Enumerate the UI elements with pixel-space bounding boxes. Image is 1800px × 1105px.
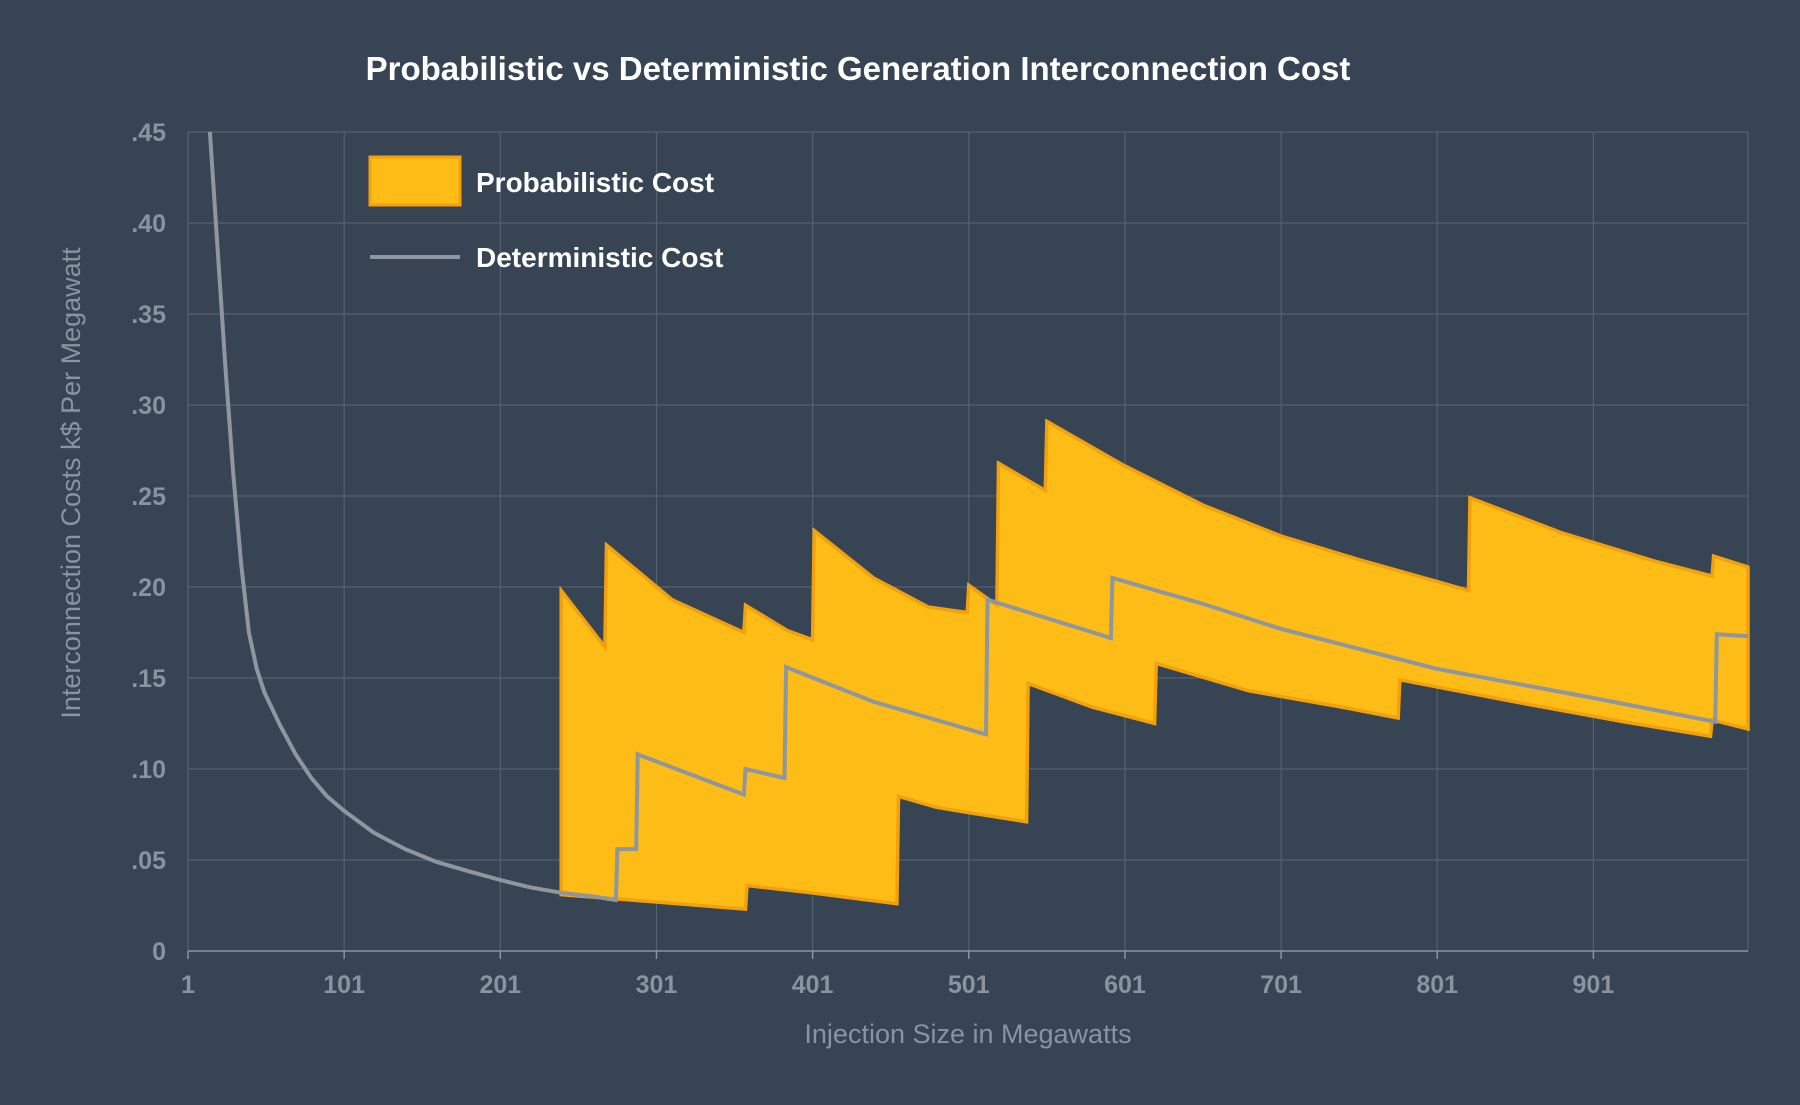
x-axis-title: Injection Size in Megawatts [804, 1019, 1131, 1049]
x-tick-label: 801 [1416, 971, 1458, 999]
probabilistic-cost-band [559, 418, 1750, 911]
x-tick-label: 601 [1104, 971, 1146, 999]
x-tick-label: 101 [323, 971, 365, 999]
x-tick-label: 901 [1573, 971, 1615, 999]
legend-swatch-probabilistic [368, 155, 462, 207]
probabilistic-cost-area [559, 418, 1750, 911]
chart-title: Probabilistic vs Deterministic Generatio… [366, 50, 1351, 87]
y-tick-label: .15 [131, 665, 166, 693]
y-tick-label: .25 [131, 483, 166, 511]
x-tick-label: 301 [636, 971, 678, 999]
legend-label-probabilistic: Probabilistic Cost [476, 167, 714, 198]
axes: 0 .05 .10 .15 .20 .25 .30 .35 .40 .45 1 101 201 301 40… [131, 119, 1748, 999]
y-tick-label: .35 [131, 301, 166, 329]
y-tick-label: 0 [152, 938, 166, 966]
y-tick-label: .40 [131, 210, 166, 238]
y-tick-label: .05 [131, 847, 166, 875]
y-tick-label: .10 [131, 756, 166, 784]
x-tick-label: 501 [948, 971, 990, 999]
x-tick-label: 401 [792, 971, 834, 999]
x-tick-label: 701 [1260, 971, 1302, 999]
deterministic-cost-path [207, 131, 1749, 903]
deterministic-cost-line [207, 131, 1749, 903]
y-tick-label: .30 [131, 392, 166, 420]
x-tick-label: 1 [181, 971, 195, 999]
legend: Probabilistic Cost Deterministic Cost [368, 155, 723, 273]
x-tick-label: 201 [479, 971, 521, 999]
legend-label-deterministic: Deterministic Cost [476, 242, 723, 273]
y-tick-label: .45 [131, 119, 166, 147]
y-axis-title: Interconnection Costs k$ Per Megawatt [56, 247, 86, 719]
y-tick-label: .20 [131, 574, 166, 602]
